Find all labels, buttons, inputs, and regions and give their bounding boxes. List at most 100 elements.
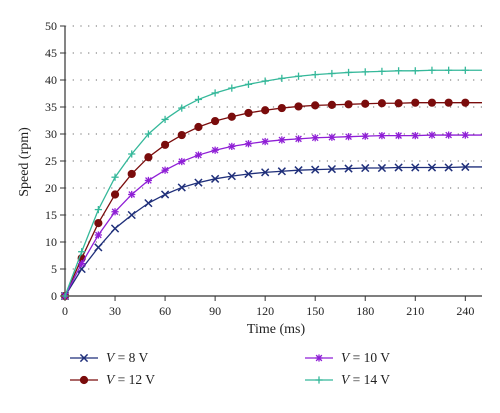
marker-stroke [95, 231, 102, 239]
data-point [344, 164, 353, 173]
data-point [94, 231, 102, 239]
marker-stroke [344, 164, 353, 173]
marker-circle [394, 99, 403, 108]
data-point [311, 71, 319, 79]
legend-label: V = 10 V [341, 350, 390, 365]
data-point [228, 84, 236, 92]
marker-stroke [278, 136, 286, 144]
data-point [211, 146, 219, 154]
data-point [61, 292, 69, 300]
data-point [128, 190, 136, 199]
y-tick-label: 20 [45, 181, 57, 195]
marker-stroke [210, 174, 220, 183]
data-point [144, 176, 152, 185]
marker-stroke [311, 165, 320, 174]
data-point [144, 130, 152, 138]
legend-value: = 10 V [349, 350, 390, 365]
marker-circle [361, 99, 370, 108]
x-tick-label: 30 [109, 304, 121, 318]
data-point [445, 131, 453, 139]
data-point [361, 68, 369, 76]
data-point [244, 140, 253, 148]
marker-circle [160, 140, 170, 149]
data-point [395, 132, 403, 140]
marker-stroke [361, 132, 369, 140]
data-point [294, 72, 303, 80]
marker-stroke [144, 198, 153, 208]
marker-stroke [128, 191, 136, 198]
data-point [78, 248, 86, 256]
series-1 [60, 98, 482, 301]
data-point [327, 100, 336, 109]
y-tick-label: 45 [45, 46, 57, 60]
y-tick-label: 30 [45, 127, 57, 141]
marker-stroke [445, 131, 452, 139]
data-point [178, 157, 186, 166]
data-point [211, 89, 219, 97]
marker-stroke [145, 177, 152, 184]
marker-stroke [79, 353, 89, 363]
data-point [294, 135, 303, 143]
data-point [194, 95, 203, 104]
data-point [110, 224, 120, 233]
axes [60, 25, 482, 301]
marker-stroke [428, 131, 436, 139]
marker-stroke [444, 163, 453, 172]
data-point [127, 169, 136, 179]
marker-circle [211, 116, 220, 126]
marker-stroke [228, 143, 236, 150]
y-axis-title: Speed (rpm) [17, 127, 32, 197]
data-point [210, 174, 220, 183]
data-point [177, 183, 186, 192]
data-point [277, 103, 286, 113]
data-point [111, 173, 119, 181]
legend-marker [315, 354, 323, 362]
marker-stroke [78, 260, 86, 267]
marker-circle [294, 102, 303, 111]
marker-stroke [361, 163, 370, 173]
marker-circle [444, 98, 453, 107]
data-point [344, 100, 353, 109]
data-point [461, 162, 470, 172]
y-tick-label: 10 [45, 235, 57, 249]
data-point [94, 243, 103, 252]
legend-var: V [106, 350, 116, 365]
data-point [194, 178, 203, 187]
marker-circle [227, 112, 236, 121]
marker-stroke [295, 135, 302, 143]
series-3 [61, 66, 482, 300]
data-point [261, 106, 270, 115]
data-point [311, 165, 320, 174]
legend-value: = 14 V [349, 372, 390, 387]
data-point [411, 132, 419, 140]
data-point [311, 101, 320, 110]
data-point [228, 142, 236, 151]
marker-stroke [377, 163, 387, 173]
y-tick-label: 0 [51, 289, 57, 303]
data-point [428, 66, 436, 74]
legend-item: V = 14 V [305, 372, 390, 387]
marker-stroke [277, 167, 286, 176]
legend-var: V [106, 372, 116, 387]
data-point [277, 167, 286, 176]
y-tick-label: 5 [51, 262, 57, 276]
marker-circle [327, 100, 336, 109]
marker-circle [427, 98, 437, 107]
marker-stroke [111, 208, 119, 216]
marker-circle [244, 108, 253, 118]
data-point [394, 163, 403, 172]
data-point [194, 151, 203, 159]
grid-lines [65, 25, 482, 270]
data-point [294, 102, 303, 111]
x-tick-label: 210 [406, 304, 424, 318]
x-tick-label: 90 [209, 304, 221, 318]
data-point [110, 190, 120, 199]
marker-circle [461, 98, 470, 107]
series-line [64, 166, 482, 297]
marker-stroke [127, 210, 136, 220]
data-point [127, 210, 136, 220]
marker-stroke [211, 146, 219, 154]
y-tick-labels: 0 5 10 15 20 25 30 35 40 45 50 [45, 19, 57, 303]
marker-stroke [261, 168, 270, 177]
